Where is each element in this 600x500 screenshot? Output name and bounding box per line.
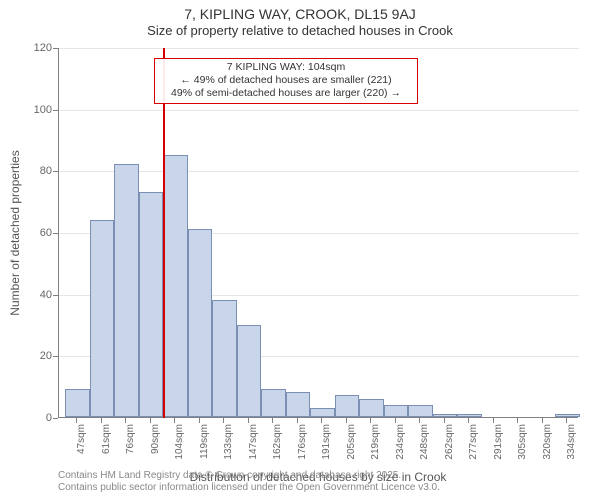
histogram-bar [408, 405, 433, 417]
annotation-line1: 7 KIPLING WAY: 104sqm [161, 61, 411, 74]
histogram-bar [65, 389, 90, 417]
histogram-bar [139, 192, 164, 417]
histogram-bar [90, 220, 115, 417]
xtick-label: 205sqm [346, 424, 357, 460]
xtick-label: 334sqm [566, 424, 577, 460]
histogram-bar [457, 414, 482, 417]
annotation-line3: 49% of semi-detached houses are larger (… [161, 87, 411, 100]
xtick-mark [395, 418, 396, 423]
y-axis-label: Number of detached properties [8, 150, 22, 315]
histogram-bar [335, 395, 360, 417]
xtick-mark [370, 418, 371, 423]
chart-title-sub: Size of property relative to detached ho… [0, 23, 600, 38]
ytick-label: 20 [40, 350, 52, 362]
histogram-bar [310, 408, 335, 417]
chart-title-main: 7, KIPLING WAY, CROOK, DL15 9AJ [0, 6, 600, 22]
ytick-label: 120 [34, 42, 52, 54]
xtick-label: 61sqm [101, 424, 112, 454]
ytick-mark [53, 233, 58, 234]
xtick-label: 291sqm [493, 424, 504, 460]
xtick-mark [125, 418, 126, 423]
xtick-mark [321, 418, 322, 423]
histogram-bar [114, 164, 139, 417]
ytick-mark [53, 171, 58, 172]
xtick-label: 176sqm [297, 424, 308, 460]
xtick-mark [346, 418, 347, 423]
xtick-mark [542, 418, 543, 423]
xtick-mark [566, 418, 567, 423]
chart-title-block: 7, KIPLING WAY, CROOK, DL15 9AJ Size of … [0, 0, 600, 38]
ytick-label: 60 [40, 227, 52, 239]
xtick-label: 47sqm [76, 424, 87, 454]
xtick-label: 234sqm [395, 424, 406, 460]
xtick-mark [444, 418, 445, 423]
ytick-mark [53, 295, 58, 296]
chart-area: Number of detached properties 7 KIPLING … [58, 48, 578, 418]
xtick-mark [517, 418, 518, 423]
annotation-box: 7 KIPLING WAY: 104sqm ← 49% of detached … [154, 58, 418, 104]
xtick-mark [76, 418, 77, 423]
ytick-label: 100 [34, 104, 52, 116]
xtick-label: 248sqm [419, 424, 430, 460]
xtick-mark [223, 418, 224, 423]
xtick-mark [419, 418, 420, 423]
histogram-bar [286, 392, 311, 417]
histogram-bar [188, 229, 213, 417]
xtick-label: 104sqm [174, 424, 185, 460]
xtick-mark [150, 418, 151, 423]
ytick-label: 0 [46, 412, 52, 424]
xtick-mark [493, 418, 494, 423]
ytick-mark [53, 418, 58, 419]
xtick-mark [199, 418, 200, 423]
histogram-bar [212, 300, 237, 417]
histogram-bar [555, 414, 580, 417]
xtick-label: 320sqm [542, 424, 553, 460]
xtick-label: 219sqm [370, 424, 381, 460]
xtick-label: 162sqm [272, 424, 283, 460]
footer-attribution: Contains HM Land Registry data © Crown c… [58, 470, 440, 494]
ytick-mark [53, 48, 58, 49]
histogram-bar [163, 155, 188, 417]
ytick-mark [53, 110, 58, 111]
xtick-mark [297, 418, 298, 423]
xtick-label: 191sqm [321, 424, 332, 460]
histogram-bar [384, 405, 409, 417]
xtick-label: 147sqm [248, 424, 259, 460]
xtick-label: 90sqm [150, 424, 161, 454]
xtick-label: 133sqm [223, 424, 234, 460]
xtick-mark [174, 418, 175, 423]
annotation-line2: ← 49% of detached houses are smaller (22… [161, 74, 411, 87]
histogram-bar [359, 399, 384, 418]
xtick-label: 305sqm [517, 424, 528, 460]
xtick-mark [468, 418, 469, 423]
footer-line2: Contains public sector information licen… [58, 482, 440, 494]
footer-line1: Contains HM Land Registry data © Crown c… [58, 470, 440, 482]
xtick-label: 262sqm [444, 424, 455, 460]
ytick-mark [53, 356, 58, 357]
histogram-bar [433, 414, 458, 417]
ytick-label: 80 [40, 165, 52, 177]
histogram-bar [261, 389, 286, 417]
histogram-bar [237, 325, 262, 418]
xtick-label: 277sqm [468, 424, 479, 460]
xtick-mark [101, 418, 102, 423]
xtick-mark [272, 418, 273, 423]
ytick-label: 40 [40, 289, 52, 301]
plot-area: Number of detached properties 7 KIPLING … [58, 48, 578, 418]
xtick-label: 76sqm [125, 424, 136, 454]
xtick-mark [248, 418, 249, 423]
xtick-label: 119sqm [199, 424, 210, 459]
